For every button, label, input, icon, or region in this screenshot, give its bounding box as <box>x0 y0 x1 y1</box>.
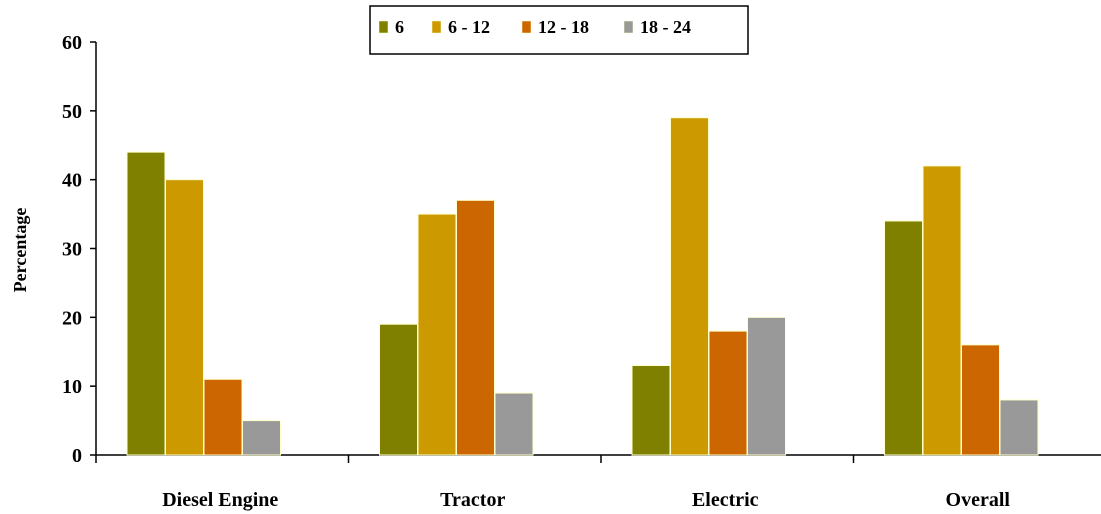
bar-diesel-engine-series-3 <box>203 378 243 456</box>
x-axis: Diesel Engine Tractor Electric Overall <box>95 454 1101 511</box>
y-tick-label: 40 <box>62 170 82 192</box>
bar-diesel-engine-series-4 <box>242 420 281 456</box>
bars <box>126 117 1039 456</box>
x-category-label: Electric <box>692 489 759 511</box>
bar-electric-series-2 <box>670 117 709 456</box>
bar-tractor-series-3 <box>456 199 495 456</box>
y-tick-label: 10 <box>62 376 82 398</box>
bar-overall-series-2 <box>922 165 962 456</box>
bar-diesel-engine-series-2 <box>165 179 204 456</box>
x-category-label: Tractor <box>440 489 505 511</box>
y-tick-label: 50 <box>62 101 82 123</box>
legend-swatch <box>431 20 442 34</box>
y-axis: 0 10 20 30 40 50 60 <box>62 32 97 467</box>
bar-electric-series-3 <box>708 330 748 456</box>
x-category-label: Diesel Engine <box>162 489 278 511</box>
bar-overall-series-3 <box>961 344 1000 456</box>
x-category-label: Overall <box>946 489 1011 511</box>
bar-overall-series-4 <box>999 399 1039 456</box>
bar-electric-series-4 <box>747 316 786 456</box>
legend-label: 18 - 24 <box>640 17 691 37</box>
y-tick-label: 30 <box>62 239 82 261</box>
legend-swatch <box>521 20 532 34</box>
bar-tractor-series-1 <box>379 323 418 456</box>
bar-tractor-series-2 <box>417 213 457 456</box>
legend-swatch <box>378 20 389 34</box>
y-tick-label: 60 <box>62 32 82 54</box>
legend-label: 12 - 18 <box>538 17 589 37</box>
bar-overall-series-1 <box>884 220 923 456</box>
y-tick-label: 0 <box>72 445 82 467</box>
legend-swatch <box>623 20 634 34</box>
legend: 6 6 - 12 12 - 18 18 - 24 <box>369 5 749 55</box>
bar-tractor-series-4 <box>494 392 534 456</box>
y-tick-label: 20 <box>62 307 82 329</box>
legend-label: 6 <box>395 17 404 37</box>
bar-electric-series-1 <box>631 365 671 456</box>
bar-diesel-engine-series-1 <box>126 151 166 456</box>
legend-label: 6 - 12 <box>448 17 490 37</box>
y-axis-title: Percentage <box>10 208 30 293</box>
